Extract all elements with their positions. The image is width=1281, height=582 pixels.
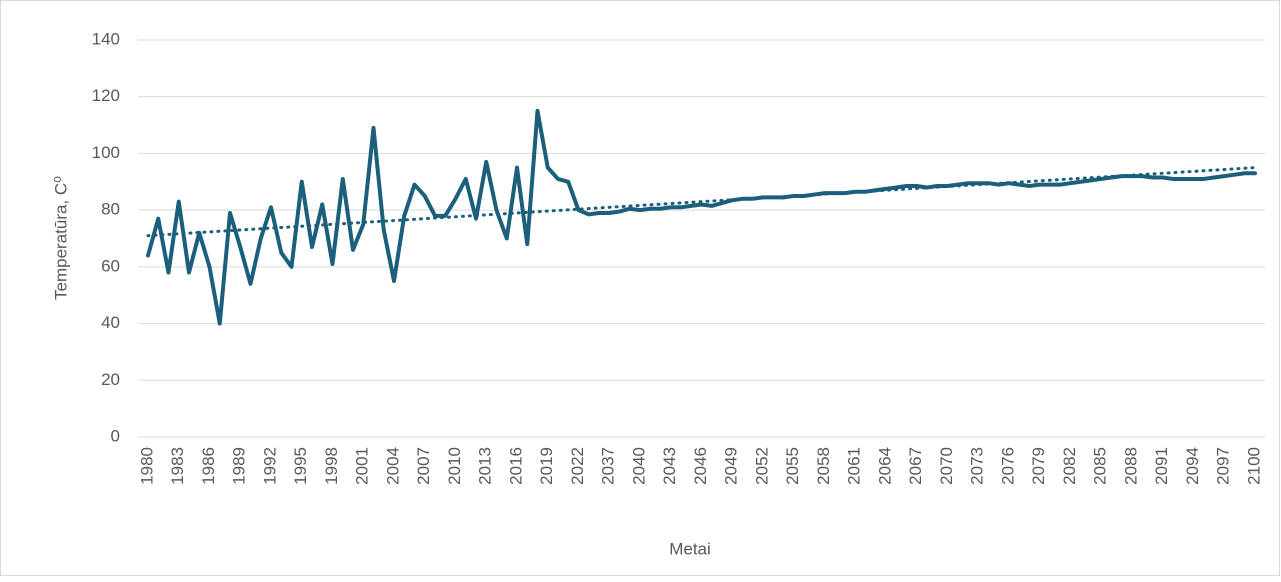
y-tick-label: 80 xyxy=(101,200,120,219)
x-tick-label: 2076 xyxy=(998,447,1017,485)
x-tick-label: 2085 xyxy=(1091,447,1110,485)
x-tick-label: 2061 xyxy=(845,447,864,485)
trend-line xyxy=(146,166,1257,238)
x-tick-label: 2004 xyxy=(383,447,402,485)
x-tick-label: 2055 xyxy=(783,447,802,485)
x-tick-label: 2088 xyxy=(1121,447,1140,485)
y-tick-label: 0 xyxy=(111,426,120,445)
x-tick-label: 2001 xyxy=(353,447,372,485)
y-tick-label: 100 xyxy=(92,143,120,162)
x-tick-label: 2058 xyxy=(814,447,833,485)
x-tick-label: 2067 xyxy=(906,447,925,485)
x-tick-label: 2016 xyxy=(506,447,525,485)
x-tick-label: 2019 xyxy=(537,447,556,485)
x-tick-label: 2022 xyxy=(568,447,587,485)
x-tick-label: 2100 xyxy=(1244,447,1263,485)
x-tick-label: 2049 xyxy=(722,447,741,485)
x-tick-label: 2064 xyxy=(875,447,894,485)
x-tick-label: 1983 xyxy=(168,447,187,485)
x-tick-label: 2097 xyxy=(1214,447,1233,485)
x-tick-label: 2082 xyxy=(1060,447,1079,485)
x-tick-label: 2094 xyxy=(1183,447,1202,485)
x-tick-label: 2091 xyxy=(1152,447,1171,485)
y-tick-label: 40 xyxy=(101,313,120,332)
x-tick-label: 1995 xyxy=(291,447,310,485)
y-axis-title: Temperatūra, C⁰ xyxy=(51,176,70,300)
y-tick-label: 60 xyxy=(101,256,120,275)
x-tick-label: 1989 xyxy=(230,447,249,485)
x-tick-label: 2046 xyxy=(691,447,710,485)
x-tick-label: 2013 xyxy=(476,447,495,485)
x-axis-title: Metai xyxy=(669,539,711,558)
x-tick-label: 2037 xyxy=(599,447,618,485)
x-tick-label: 1998 xyxy=(322,447,341,485)
x-tick-label: 2073 xyxy=(968,447,987,485)
x-tick-label: 1980 xyxy=(137,447,156,485)
y-tick-label: 120 xyxy=(92,86,120,105)
x-tick-label: 2070 xyxy=(937,447,956,485)
y-tick-label: 20 xyxy=(101,370,120,389)
x-tick-label: 1986 xyxy=(199,447,218,485)
x-tick-label: 1992 xyxy=(260,447,279,485)
data-line xyxy=(146,108,1257,326)
x-tick-label: 2040 xyxy=(629,447,648,485)
x-tick-label: 2007 xyxy=(414,447,433,485)
x-tick-label: 2052 xyxy=(752,447,771,485)
x-tick-label: 2010 xyxy=(445,447,464,485)
x-tick-label: 2079 xyxy=(1029,447,1048,485)
x-tick-label: 2043 xyxy=(660,447,679,485)
y-tick-label: 140 xyxy=(92,29,120,48)
